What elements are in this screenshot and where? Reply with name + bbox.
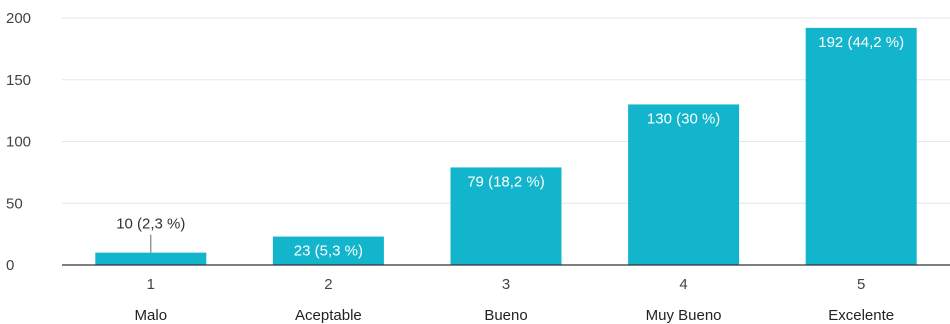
bar-5 (805, 27, 917, 265)
data-label-4: 130 (30 %) (647, 110, 720, 127)
category-name-4: Muy Bueno (646, 307, 722, 324)
bars (95, 27, 917, 265)
y-tick-label-50: 50 (6, 195, 23, 212)
category-name-1: Malo (135, 307, 168, 324)
x-tick-label-2: 2 (324, 276, 332, 293)
bar-3 (450, 167, 562, 265)
data-label-5: 192 (44,2 %) (818, 34, 904, 51)
bar-1 (95, 252, 207, 265)
x-tick-label-5: 5 (857, 276, 865, 293)
x-tick-label-4: 4 (679, 276, 687, 293)
y-tick-label-150: 150 (6, 72, 31, 89)
data-label-1: 10 (2,3 %) (116, 216, 185, 233)
y-tick-label-0: 0 (6, 257, 14, 274)
y-axis-ticks: 0 50 100 150 200 (6, 10, 31, 274)
data-label-2: 23 (5,3 %) (294, 243, 363, 260)
category-name-2: Aceptable (295, 307, 362, 324)
y-tick-label-200: 200 (6, 10, 31, 27)
data-labels: 10 (2,3 %) 23 (5,3 %) 79 (18,2 %) 130 (30 %… (116, 34, 904, 260)
data-label-3: 79 (18,2 %) (467, 173, 545, 190)
y-tick-label-100: 100 (6, 134, 31, 151)
bar-2 (272, 236, 384, 265)
x-axis-ticks: 1 Malo 2 Aceptable 3 Bueno 4 Muy Bueno 5 Excelent… (135, 276, 895, 324)
bar-4 (628, 104, 740, 265)
category-name-5: Excelente (828, 307, 894, 324)
category-name-3: Bueno (484, 307, 527, 324)
x-tick-label-3: 3 (502, 276, 510, 293)
x-tick-label-1: 1 (147, 276, 155, 293)
